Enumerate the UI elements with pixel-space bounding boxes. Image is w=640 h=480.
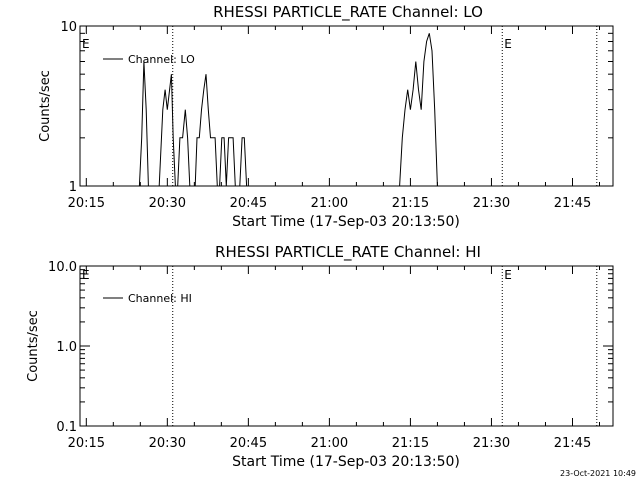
event-marker-label: E <box>504 37 512 51</box>
event-markers: E <box>172 26 598 186</box>
chart-title: RHESSI PARTICLE_RATE Channel: HI <box>215 243 481 262</box>
x-tick-label: 21:30 <box>473 436 510 451</box>
chart-panel-lo: RHESSI PARTICLE_RATE Channel: LO 1 10 20:… <box>38 3 614 230</box>
y-axis: 1 10 <box>60 20 613 195</box>
x-axis: 20:15 20:30 20:45 21:00 21:15 21:30 21:45 <box>68 266 600 451</box>
x-tick-label: 21:00 <box>311 196 348 211</box>
edge-label: E <box>82 37 90 51</box>
y-tick-label: 10 <box>60 20 77 35</box>
y-axis: 0.1 1.0 10.0 <box>48 260 613 435</box>
y-tick-label: 10.0 <box>48 260 77 275</box>
x-tick-label: 20:30 <box>149 436 186 451</box>
x-tick-label: 21:45 <box>554 436 591 451</box>
x-tick-label: 21:00 <box>311 436 348 451</box>
x-axis: 20:15 20:30 20:45 21:00 21:15 21:30 21:45 <box>68 26 600 211</box>
legend-label: Channel: LO <box>128 53 195 66</box>
y-axis-label: Counts/sec <box>26 310 41 382</box>
x-axis-label: Start Time (17-Sep-03 20:13:50) <box>232 214 460 230</box>
chart-panel-hi: RHESSI PARTICLE_RATE Channel: HI 0.1 1.0 1… <box>26 243 614 470</box>
y-tick-label: 1 <box>69 180 77 195</box>
legend-label: Channel: HI <box>128 292 192 305</box>
y-tick-label: 0.1 <box>56 420 77 435</box>
series-group <box>138 33 438 187</box>
x-tick-label: 20:45 <box>230 196 267 211</box>
x-axis-label: Start Time (17-Sep-03 20:13:50) <box>232 454 460 470</box>
chart-title: RHESSI PARTICLE_RATE Channel: LO <box>213 3 483 22</box>
edge-label: E <box>82 268 90 282</box>
legend: Channel: HI <box>103 292 192 305</box>
x-tick-label: 20:45 <box>230 436 267 451</box>
y-tick-label: 1.0 <box>56 340 77 355</box>
x-tick-label: 20:15 <box>68 196 105 211</box>
x-tick-label: 21:15 <box>392 196 429 211</box>
event-markers: E <box>172 266 598 426</box>
legend: Channel: LO <box>103 53 195 66</box>
x-tick-label: 20:15 <box>68 436 105 451</box>
y-axis-label: Counts/sec <box>38 70 53 142</box>
x-tick-label: 20:30 <box>149 196 186 211</box>
x-tick-label: 21:15 <box>392 436 429 451</box>
plot-frame <box>79 265 614 427</box>
x-tick-label: 21:30 <box>473 196 510 211</box>
footer-timestamp: 23-Oct-2021 10:49 <box>560 469 636 478</box>
x-tick-label: 21:45 <box>554 196 591 211</box>
series-line <box>138 33 438 187</box>
event-marker-label: E <box>504 268 512 282</box>
